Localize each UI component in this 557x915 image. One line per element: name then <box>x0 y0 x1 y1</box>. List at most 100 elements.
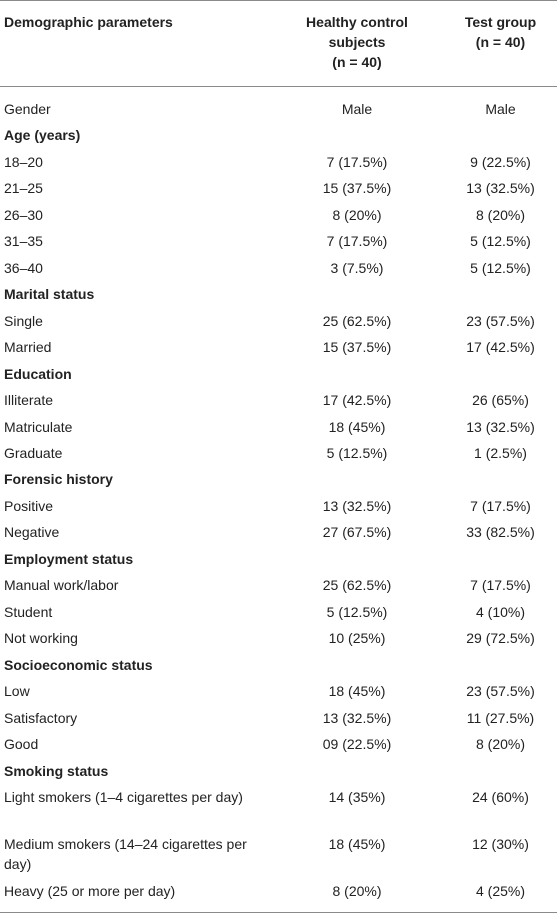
section-label: Smoking status <box>4 763 109 779</box>
row-value-test: 23 (57.5%) <box>466 313 535 329</box>
row-value-control: 15 (37.5%) <box>322 339 392 355</box>
section-label: Employment status <box>4 551 134 567</box>
row-value-control: Male <box>341 101 373 117</box>
table-row: Positive 13 (32.5%) 7 (17.5%) <box>0 496 557 516</box>
row-label: Graduate <box>4 445 63 461</box>
table-row: Heavy (25 or more per day) 8 (20%) 4 (25… <box>0 881 557 901</box>
header-test-group: Test group (n = 40) <box>444 12 557 52</box>
row-label: Heavy (25 or more per day) <box>4 883 176 899</box>
row-value-test: 4 (10%) <box>475 604 526 620</box>
row-value-test: 5 (12.5%) <box>470 233 531 249</box>
section-heading: Age (years) <box>0 125 557 145</box>
row-value-control: 14 (35%) <box>328 789 386 805</box>
row-value-test: 9 (22.5%) <box>470 154 531 170</box>
row-value-test: 7 (17.5%) <box>470 577 531 593</box>
row-value-control: 7 (17.5%) <box>326 154 388 170</box>
table-row: Single 25 (62.5%) 23 (57.5%) <box>0 311 557 331</box>
row-value-test: 8 (20%) <box>475 736 526 752</box>
row-label: Student <box>4 604 53 620</box>
row-label: Gender <box>4 101 51 117</box>
table-row: Gender Male Male <box>0 99 557 119</box>
row-label: Medium smokers (14–24 cigarettes per day… <box>4 836 247 872</box>
row-label: Positive <box>4 498 54 514</box>
table-row: Not working 10 (25%) 29 (72.5%) <box>0 628 557 648</box>
row-value-control: 09 (22.5%) <box>322 736 392 752</box>
header-rule <box>0 86 557 87</box>
row-label: Low <box>4 683 30 699</box>
table-row: Married 15 (37.5%) 17 (42.5%) <box>0 337 557 357</box>
row-value-test: 1 (2.5%) <box>474 445 527 461</box>
table-row: Satisfactory 13 (32.5%) 11 (27.5%) <box>0 708 557 728</box>
row-value-test: 5 (12.5%) <box>470 260 531 276</box>
table-row: 18–20 7 (17.5%) 9 (22.5%) <box>0 152 557 172</box>
header-healthy-control-n: (n = 40) <box>332 54 382 70</box>
row-value-test: 4 (25%) <box>475 883 526 899</box>
table-header: Demographic parameters Healthy control s… <box>0 12 557 72</box>
section-label: Education <box>4 366 72 382</box>
section-label: Age (years) <box>4 127 81 143</box>
section-heading: Marital status <box>0 284 557 304</box>
table-row: Manual work/labor 25 (62.5%) 7 (17.5%) <box>0 575 557 595</box>
section-label: Forensic history <box>4 471 113 487</box>
row-value-control: 8 (20%) <box>332 883 382 899</box>
row-label: Light smokers (1–4 cigarettes per day) <box>4 789 243 805</box>
row-label: 36–40 <box>4 260 43 276</box>
row-value-control: 8 (20%) <box>332 207 382 223</box>
section-heading: Education <box>0 364 557 384</box>
row-label: Illiterate <box>4 392 54 408</box>
row-value-test: 7 (17.5%) <box>470 498 531 514</box>
table-row: Low 18 (45%) 23 (57.5%) <box>0 681 557 701</box>
top-rule <box>0 0 557 1</box>
row-value-control: 5 (12.5%) <box>326 445 388 461</box>
row-value-test: 26 (65%) <box>472 392 529 408</box>
row-value-test: 13 (32.5%) <box>466 419 535 435</box>
table-row: Good 09 (22.5%) 8 (20%) <box>0 734 557 754</box>
row-label: 31–35 <box>4 233 43 249</box>
row-value-control: 13 (32.5%) <box>322 498 392 514</box>
row-label: 26–30 <box>4 207 43 223</box>
row-value-control: 25 (62.5%) <box>322 577 392 593</box>
row-value-test: Male <box>485 101 516 117</box>
bottom-rule <box>0 912 557 913</box>
row-value-control: 5 (12.5%) <box>326 604 388 620</box>
row-value-control: 13 (32.5%) <box>322 710 392 726</box>
row-value-test: 12 (30%) <box>472 836 529 852</box>
row-value-control: 25 (62.5%) <box>322 313 392 329</box>
row-value-control: 10 (25%) <box>328 630 386 646</box>
table-row: 36–40 3 (7.5%) 5 (12.5%) <box>0 258 557 278</box>
row-label: Satisfactory <box>4 710 78 726</box>
header-healthy-control-line1: Healthy control <box>306 14 408 30</box>
header-test-group-n: (n = 40) <box>475 34 526 50</box>
header-demographic-parameters: Demographic parameters <box>4 14 173 30</box>
table-row: Graduate 5 (12.5%) 1 (2.5%) <box>0 443 557 463</box>
row-label: Single <box>4 313 43 329</box>
header-test-group-line1: Test group <box>464 14 537 30</box>
row-value-test: 13 (32.5%) <box>466 180 535 196</box>
section-heading: Employment status <box>0 549 557 569</box>
row-value-control: 3 (7.5%) <box>330 260 384 276</box>
table-row: Matriculate 18 (45%) 13 (32.5%) <box>0 417 557 437</box>
row-value-control: 27 (67.5%) <box>322 524 392 540</box>
row-value-test: 33 (82.5%) <box>466 524 535 540</box>
row-value-test: 8 (20%) <box>475 207 526 223</box>
table-row: 26–30 8 (20%) 8 (20%) <box>0 205 557 225</box>
header-healthy-control: Healthy control subjects (n = 40) <box>270 12 444 72</box>
row-value-control: 18 (45%) <box>328 836 386 852</box>
row-value-test: 23 (57.5%) <box>466 683 535 699</box>
table-row: Light smokers (1–4 cigarettes per day) 1… <box>0 787 557 807</box>
table-row: Student 5 (12.5%) 4 (10%) <box>0 602 557 622</box>
section-heading: Smoking status <box>0 761 557 781</box>
row-value-test: 11 (27.5%) <box>466 710 535 726</box>
table-row: Negative 27 (67.5%) 33 (82.5%) <box>0 522 557 542</box>
row-value-control: 18 (45%) <box>328 683 386 699</box>
row-label: 18–20 <box>4 154 43 170</box>
row-value-test: 17 (42.5%) <box>466 339 535 355</box>
table-row: 21–25 15 (37.5%) 13 (32.5%) <box>0 178 557 198</box>
row-value-control: 17 (42.5%) <box>322 392 392 408</box>
table-row: Medium smokers (14–24 cigarettes per day… <box>0 834 557 874</box>
section-heading: Socioeconomic status <box>0 655 557 675</box>
row-label: Not working <box>4 630 78 646</box>
row-label: Married <box>4 339 52 355</box>
section-label: Socioeconomic status <box>4 657 153 673</box>
